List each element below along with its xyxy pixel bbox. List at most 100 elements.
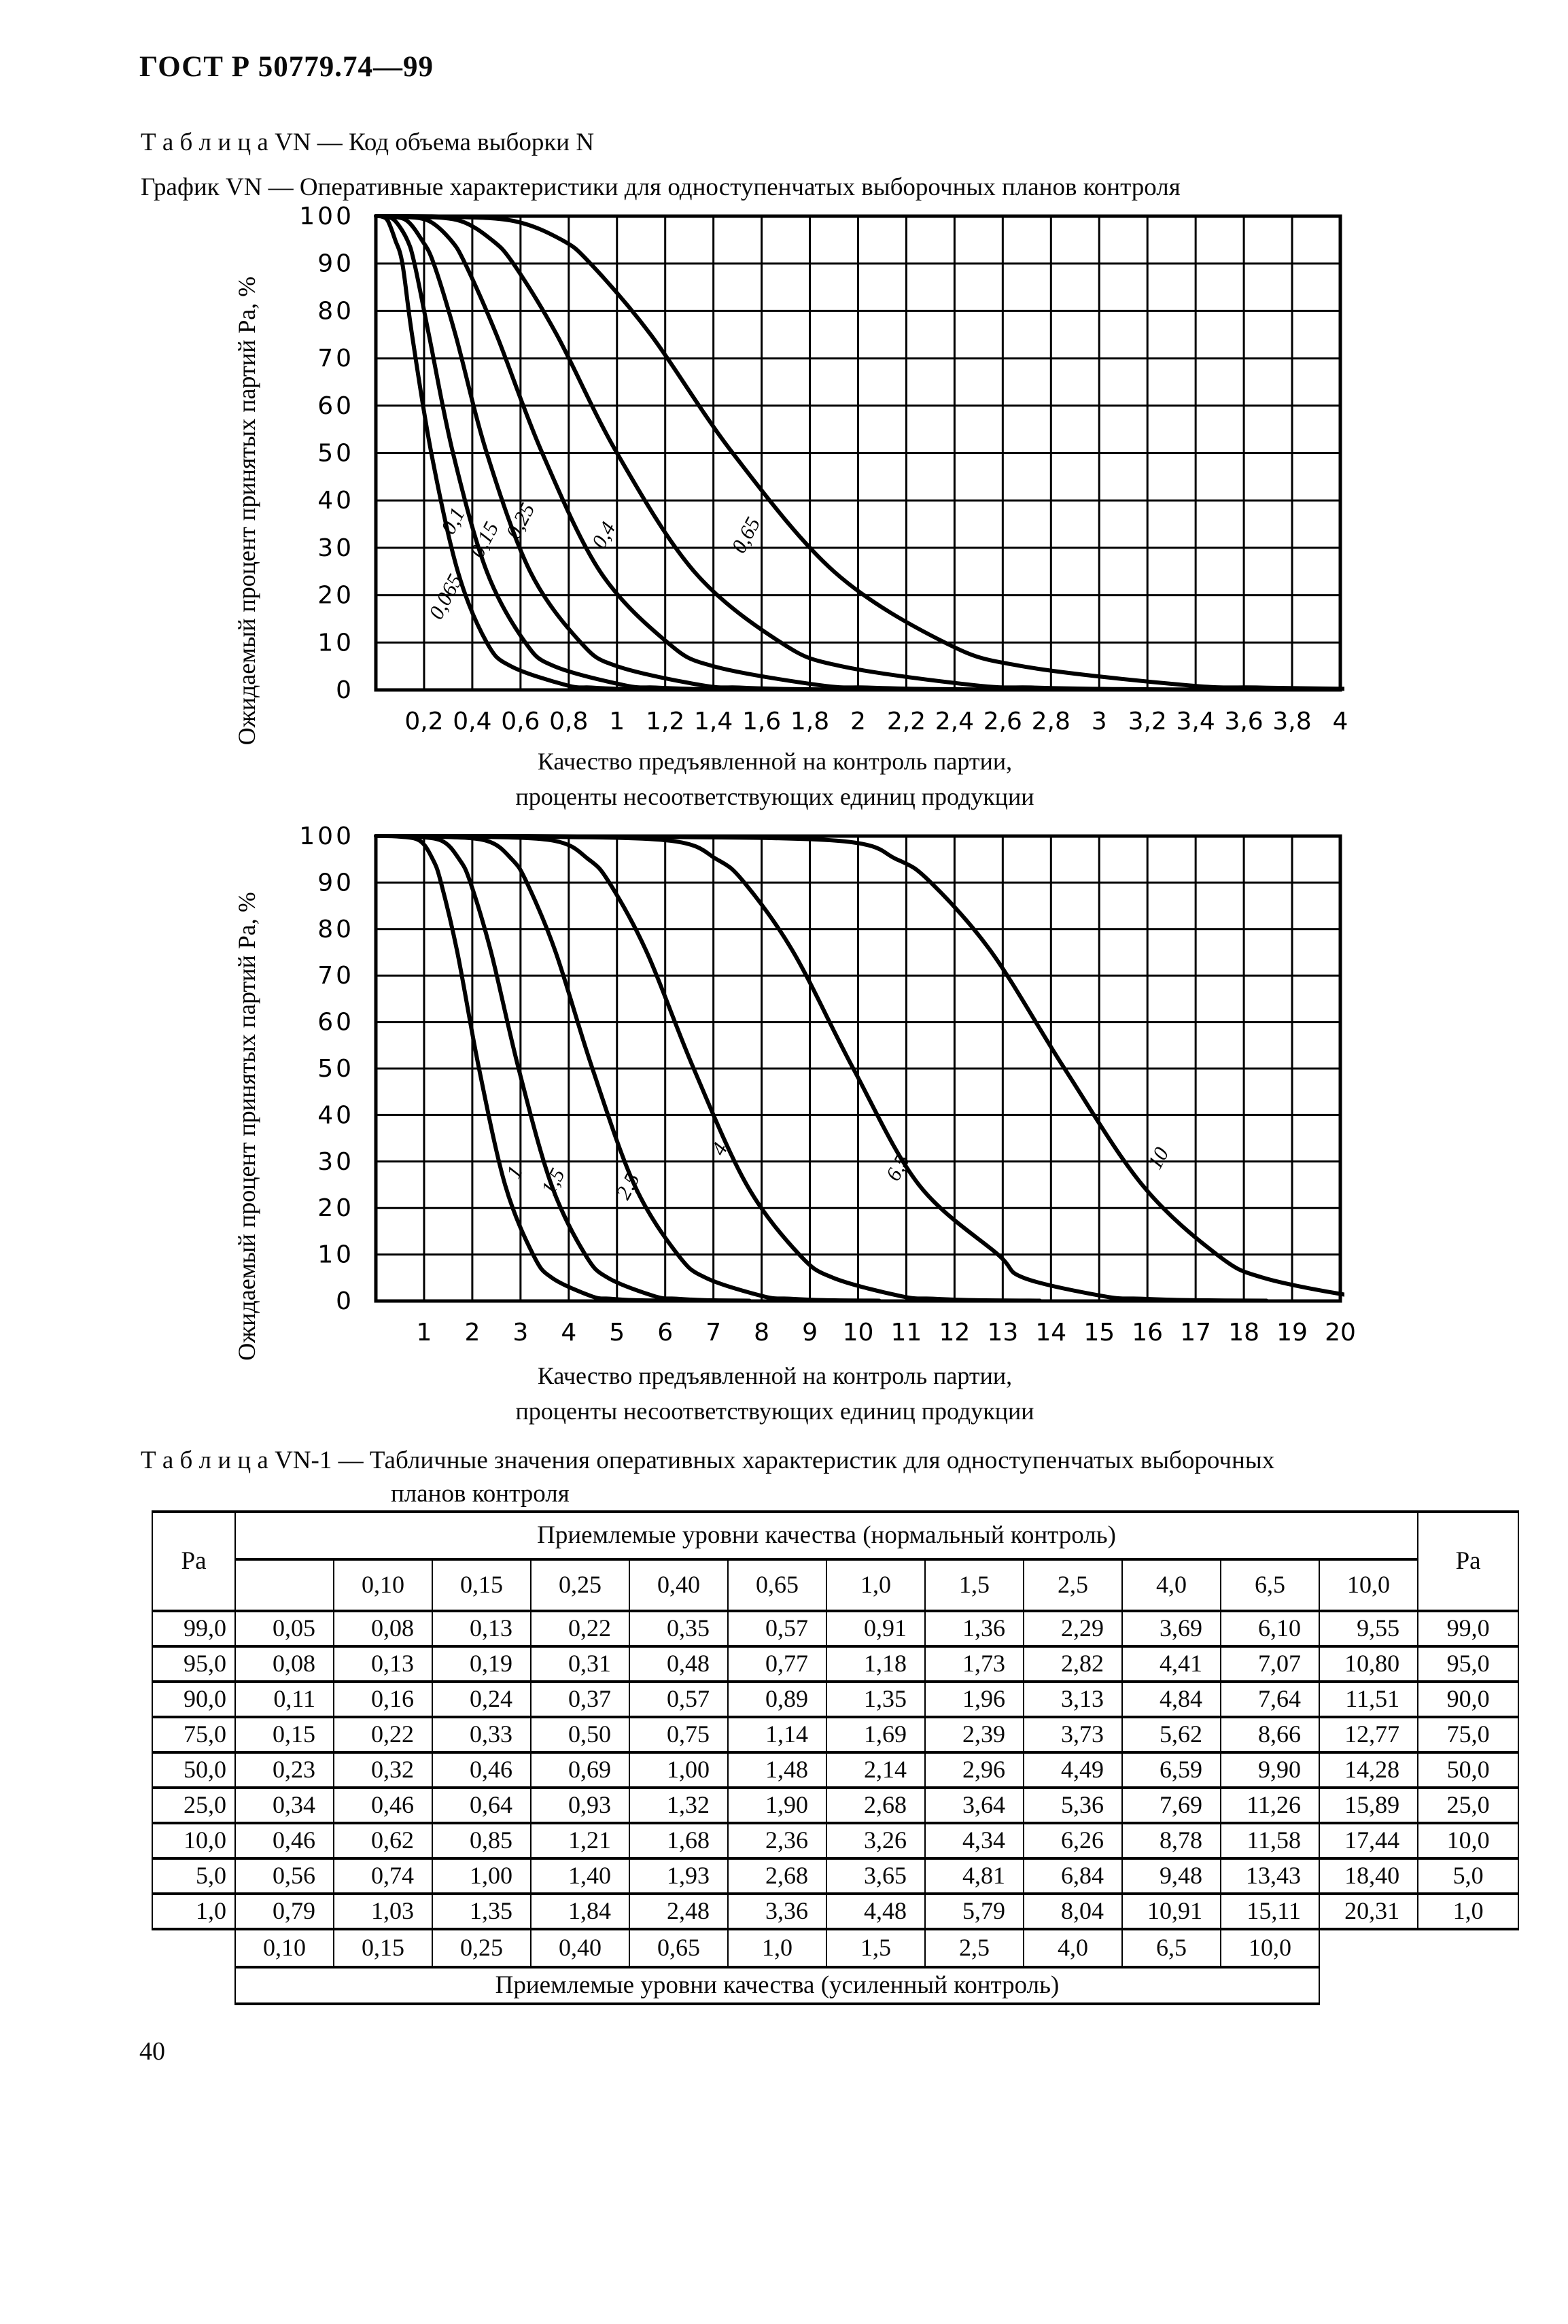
oc-value-cell: 1,90: [727, 1786, 827, 1824]
oc-value-cell: 2,39: [924, 1716, 1024, 1754]
oc-value-cell: 0,46: [234, 1822, 334, 1860]
oc-value-cell: 14,28: [1318, 1751, 1419, 1789]
x-tick-label: 3,6: [1224, 708, 1263, 735]
oc-value-cell: 0,22: [530, 1610, 630, 1648]
y-tick-label: 50: [317, 1055, 354, 1083]
oc-value-cell: 5,36: [1023, 1786, 1123, 1824]
oc-value-cell: 0,50: [530, 1716, 630, 1754]
table-row: 95,0 0,08 0,13 0,19 0,31 0,48 0,77 1,18 1,73 2,82…: [152, 1645, 1520, 1683]
aql-tightened-row: 0,10 0,15 0,25 0,40 0,65 1,0 1,5 2,5 4,0 6,5 10,0: [152, 1928, 1518, 1969]
oc-value-cell: 2,82: [1023, 1645, 1123, 1683]
oc-value-cell: 15,11: [1220, 1892, 1320, 1930]
x-tick-label: 1,4: [694, 708, 733, 735]
oc-curve: [374, 833, 882, 1303]
y-tick-label: 100: [299, 203, 354, 230]
x-tick-label: 7: [705, 1319, 721, 1347]
oc-curve: [374, 833, 1344, 1297]
y-tick-label: 50: [317, 440, 354, 468]
y-tick-label: 20: [317, 582, 354, 610]
oc-value-cell: 0,15: [234, 1716, 334, 1754]
x-tick-label: 3: [1092, 708, 1107, 735]
oc-value-cell: 1,40: [530, 1857, 630, 1895]
table-vn1: Pa Приемлемые уровни качества (нормальный…: [152, 1510, 1520, 2005]
x-tick-label: 1,6: [742, 708, 781, 735]
x-tick-label: 1: [609, 708, 625, 735]
aql-normal-row: 0,10 0,15 0,25 0,40 0,65 1,0 1,5 2,5 4,0 6,5 10,0: [152, 1558, 1518, 1612]
aql-normal-cell: 0,65: [727, 1558, 827, 1612]
oc-value-cell: 0,13: [432, 1610, 532, 1648]
oc-value-cell: 3,26: [826, 1822, 926, 1860]
chart2-x-axis-caption: Качество предъявленной на контроль парти…: [245, 1358, 1305, 1429]
oc-value-cell: 15,89: [1318, 1786, 1419, 1824]
blank-cell: [1319, 1929, 1418, 1967]
oc-value-cell: 10,91: [1121, 1892, 1221, 1930]
oc-value-cell: 6,59: [1121, 1751, 1221, 1789]
chart2-x-caption-line2: проценты несоответствующих единиц продук…: [515, 1398, 1034, 1425]
x-tick-label: 0,2: [404, 708, 443, 735]
pa-left-cell: 50,0: [152, 1751, 236, 1789]
y-tick-label: 0: [336, 676, 354, 704]
x-tick-label: 15: [1083, 1319, 1115, 1347]
oc-value-cell: 1,93: [629, 1857, 729, 1895]
y-tick-label: 40: [317, 1101, 354, 1129]
oc-value-cell: 2,29: [1023, 1610, 1123, 1648]
x-tick-label: 5: [609, 1319, 625, 1347]
oc-value-cell: 6,84: [1023, 1857, 1123, 1895]
pa-right-cell: 5,0: [1417, 1857, 1520, 1895]
aql-tightened-cell: 0,15: [333, 1928, 433, 1969]
table-vn1-heading-line1: Т а б л и ц а VN-1 — Табличные значения …: [141, 1446, 1275, 1474]
oc-value-cell: 1,36: [924, 1610, 1024, 1648]
oc-curve: [374, 833, 752, 1303]
aql-normal-cell: 0,40: [629, 1558, 729, 1612]
table-vn-caption: Т а б л и ц а VN — Код объема выборки N: [141, 128, 595, 156]
oc-value-cell: 0,46: [333, 1786, 433, 1824]
curve-label: 0,25: [501, 499, 539, 542]
x-tick-label: 8: [754, 1319, 769, 1347]
oc-value-cell: 3,73: [1023, 1716, 1123, 1754]
x-tick-label: 12: [939, 1319, 970, 1347]
blank-cell: [1418, 1929, 1518, 1967]
oc-value-cell: 11,26: [1220, 1786, 1320, 1824]
oc-value-cell: 18,40: [1318, 1857, 1419, 1895]
aql-tightened-cell: 0,65: [629, 1928, 729, 1969]
y-tick-label: 20: [317, 1194, 354, 1222]
oc-value-cell: 0,64: [432, 1786, 532, 1824]
oc-value-cell: 0,56: [234, 1857, 334, 1895]
pa-left-cell: 90,0: [152, 1680, 236, 1718]
oc-value-cell: 0,34: [234, 1786, 334, 1824]
aql-normal-cell: 10,0: [1318, 1558, 1419, 1612]
oc-value-cell: 0,23: [234, 1751, 334, 1789]
oc-value-cell: 0,74: [333, 1857, 433, 1895]
y-tick-label: 10: [317, 1241, 354, 1269]
aql-normal-cell: 0,15: [432, 1558, 532, 1612]
curve-label: 0,65: [727, 513, 765, 557]
oc-value-cell: 7,64: [1220, 1680, 1320, 1718]
table-row: 99,0 0,05 0,08 0,13 0,22 0,35 0,57 0,91 1,36 2,29…: [152, 1610, 1520, 1648]
tightened-control-footer: Приемлемые уровни качества (усиленный ко…: [234, 1966, 1320, 2005]
aql-tightened-cell: 2,5: [924, 1928, 1024, 1969]
x-tick-label: 2,6: [983, 708, 1022, 735]
curve-label: 4: [706, 1139, 732, 1159]
oc-curve: [374, 213, 1241, 692]
aql-normal-cell: 1,5: [924, 1558, 1024, 1612]
oc-value-cell: 0,57: [727, 1610, 827, 1648]
oc-value-cell: 1,14: [727, 1716, 827, 1754]
oc-value-cell: 3,64: [924, 1786, 1024, 1824]
table-vn1-heading-line2: планов контроля: [391, 1480, 570, 1508]
pa-corner-left: Pa: [152, 1510, 236, 1612]
oc-value-cell: 1,69: [826, 1716, 926, 1754]
oc-value-cell: 0,48: [629, 1645, 729, 1683]
x-tick-label: 20: [1325, 1319, 1356, 1347]
pa-left-cell: 99,0: [152, 1610, 236, 1648]
table-row: 90,0 0,11 0,16 0,24 0,37 0,57 0,89 1,35 1,96 3,13…: [152, 1680, 1520, 1718]
oc-value-cell: 8,78: [1121, 1822, 1221, 1860]
y-tick-label: 30: [317, 1148, 354, 1176]
oc-value-cell: 7,69: [1121, 1786, 1221, 1824]
x-tick-label: 19: [1276, 1319, 1308, 1347]
grid-lines: [376, 836, 1340, 1301]
x-tick-label: 16: [1132, 1319, 1163, 1347]
oc-value-cell: 4,48: [826, 1892, 926, 1930]
y-tick-label: 80: [317, 916, 354, 943]
y-tick-label: 90: [317, 869, 354, 897]
